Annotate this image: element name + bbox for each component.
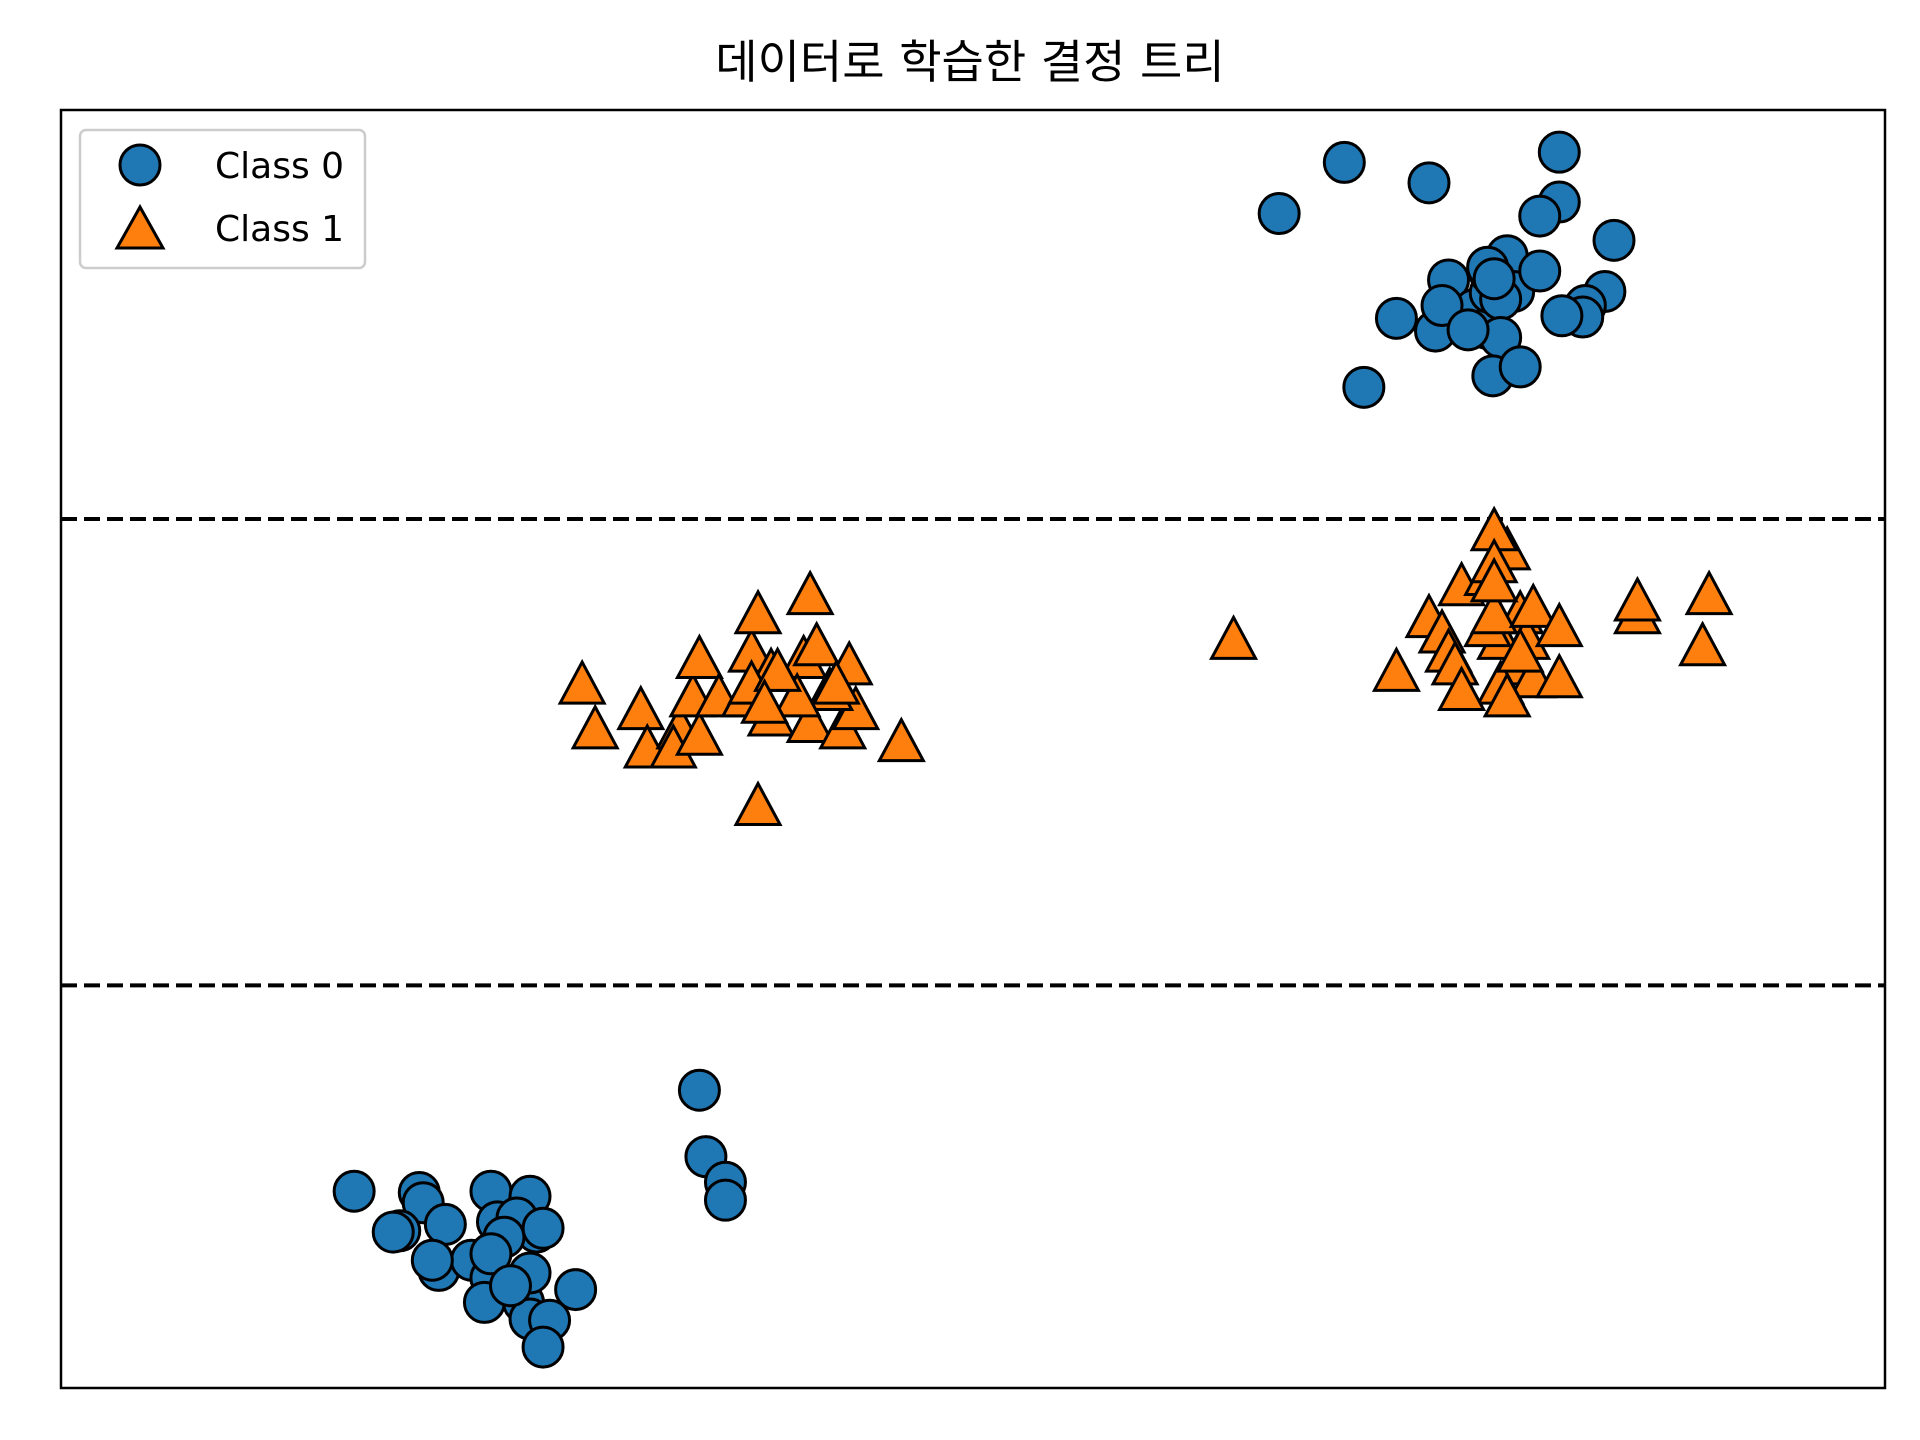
class-1-point-25	[876, 716, 926, 763]
class-1-point-16	[792, 620, 842, 667]
class-1-point-19	[785, 697, 835, 743]
class-0-point-56	[703, 1178, 747, 1222]
class-1-point-57	[1469, 556, 1519, 603]
class-1-point-24	[772, 671, 822, 718]
class-1-point-53	[1612, 575, 1662, 622]
class-0-point-2	[1407, 161, 1451, 205]
class-0-point-36	[423, 1202, 467, 1246]
class-0-point-29	[1540, 294, 1584, 338]
class-1-point-30	[1209, 614, 1259, 660]
class-0-point-27	[1472, 257, 1516, 301]
class-1-point-49	[1469, 588, 1519, 635]
class-1-point-8	[674, 633, 724, 680]
chart-title: 데이터로 학습한 결정 트리	[715, 35, 1224, 89]
class-0-point-11	[1374, 296, 1418, 340]
legend-marker-class-0	[118, 143, 162, 187]
legend-label-class-0: Class 0	[215, 146, 344, 187]
class-1-point-54	[1684, 569, 1734, 616]
decision-boundaries	[61, 516, 1885, 988]
class-0-point-1	[1322, 140, 1366, 184]
class-1-point-1	[570, 703, 620, 750]
class-0-point-3	[1537, 130, 1581, 174]
legend: Class 0 Class 1	[78, 128, 367, 270]
class-0-point-51	[554, 1268, 598, 1312]
class-1-point-0	[557, 658, 607, 705]
class-1-point-6	[674, 710, 724, 756]
class-1-point-29	[811, 658, 861, 705]
class-0-point-58	[488, 1264, 532, 1308]
class-1-point-48	[1437, 665, 1487, 711]
class-0-point-42	[371, 1210, 415, 1254]
legend-label-class-1: Class 1	[215, 209, 344, 250]
class-1-point-56	[1534, 652, 1584, 699]
class-1-point-59	[1495, 626, 1545, 673]
class-0-point-21	[1498, 345, 1542, 389]
legend-marker-class-1	[114, 203, 166, 250]
class-0-point-26	[1342, 365, 1386, 409]
class-1-point-58	[1482, 671, 1532, 718]
class-0-point-0	[1257, 192, 1301, 236]
class-0-point-28	[1446, 308, 1490, 352]
class-1-point-15	[785, 569, 835, 616]
class-0-point-23	[1518, 249, 1562, 293]
data-points	[332, 130, 1734, 1369]
class-1-point-28	[740, 678, 790, 724]
class-0-point-52	[469, 1232, 513, 1276]
class-0-point-7	[1518, 194, 1562, 238]
class-0-point-30	[332, 1169, 376, 1213]
class-1-point-51	[1534, 601, 1584, 648]
class-0-point-41	[521, 1206, 565, 1250]
class-1-point-10	[733, 588, 783, 635]
class-1-point-50	[1508, 582, 1558, 628]
class-1-point-2	[616, 684, 666, 731]
class-1-point-55	[1678, 620, 1728, 667]
class-0-point-6	[1592, 218, 1636, 262]
class-1-point-26	[733, 780, 783, 827]
class-1-point-31	[1371, 646, 1421, 692]
class-0-point-53	[677, 1068, 721, 1112]
class-1-point-27	[753, 646, 803, 692]
plot-frame	[59, 108, 1887, 1390]
class-0-point-50	[521, 1325, 565, 1369]
class-0-point-59	[410, 1238, 454, 1282]
